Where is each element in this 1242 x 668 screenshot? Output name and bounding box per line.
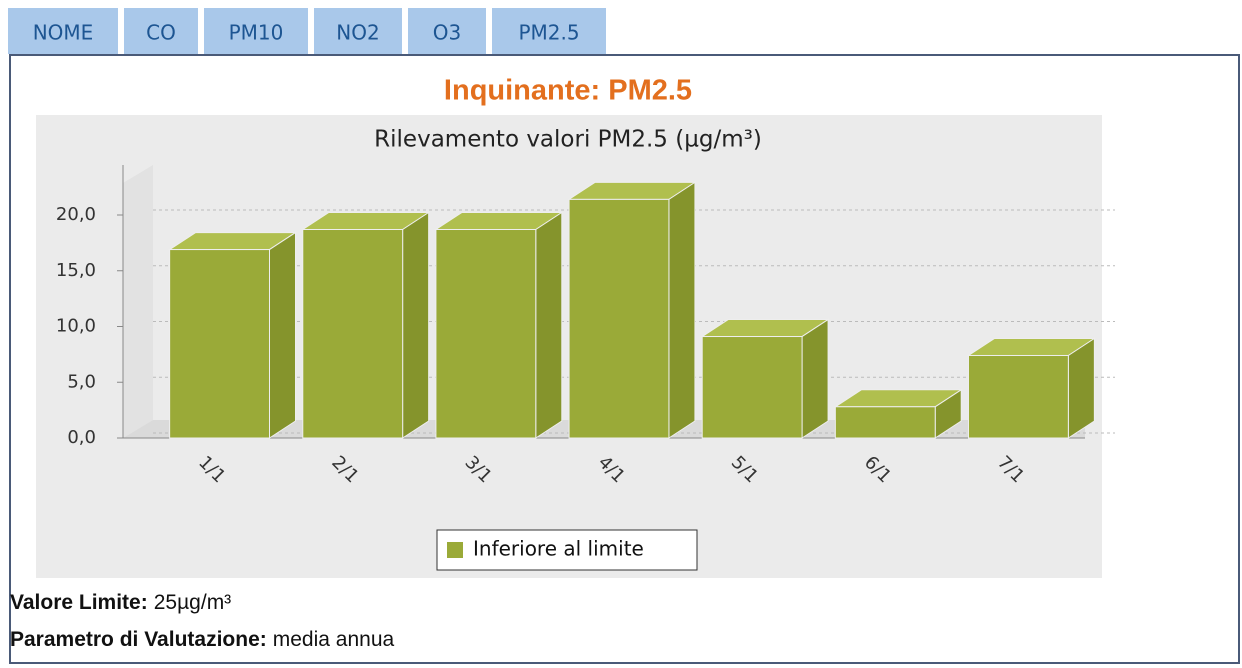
bar-side bbox=[269, 231, 296, 439]
tab-background bbox=[408, 8, 486, 54]
bar-side bbox=[535, 211, 563, 439]
legend-swatch bbox=[447, 542, 463, 558]
tab-label: NO2 bbox=[336, 21, 379, 45]
tab[interactable]: CO bbox=[124, 8, 198, 54]
y-tick-label: 20,0 bbox=[56, 204, 96, 225]
bar bbox=[169, 249, 270, 439]
info-value: 25µg/m³ bbox=[154, 591, 231, 614]
tab-label: CO bbox=[146, 21, 176, 45]
tab[interactable]: NOME bbox=[8, 8, 118, 54]
tab-background bbox=[204, 8, 308, 54]
back-wall-left bbox=[123, 165, 153, 438]
tab[interactable]: PM10 bbox=[204, 8, 308, 54]
bar-side bbox=[801, 318, 829, 439]
info-label: Parametro di Valutazione: bbox=[10, 628, 267, 651]
info-label: Valore Limite: bbox=[10, 591, 148, 614]
chart-title: Rilevamento valori PM2.5 (µg/m³) bbox=[374, 127, 762, 153]
y-tick-label: 10,0 bbox=[56, 316, 96, 337]
tab-label: O3 bbox=[433, 21, 461, 45]
tab-background bbox=[124, 8, 198, 54]
tab-label: NOME bbox=[33, 21, 94, 45]
tab-label: PM2.5 bbox=[518, 21, 579, 45]
y-tick-label: 5,0 bbox=[67, 371, 96, 392]
bar-side bbox=[668, 181, 696, 439]
legend bbox=[436, 529, 698, 571]
info-line: Valore Limite: 25µg/m³ bbox=[10, 591, 231, 614]
tab[interactable]: NO2 bbox=[314, 8, 402, 54]
tab-background bbox=[492, 8, 606, 54]
tab[interactable]: PM2.5 bbox=[492, 8, 606, 54]
bar-side bbox=[402, 211, 430, 439]
bar bbox=[568, 198, 670, 439]
y-tick-label: 15,0 bbox=[56, 260, 96, 281]
bar bbox=[302, 228, 404, 439]
y-tick-label: 0,0 bbox=[67, 427, 96, 448]
heading: Inquinante: PM2.5 bbox=[444, 75, 692, 107]
info-value: media annua bbox=[273, 628, 395, 651]
bar bbox=[834, 406, 936, 439]
tab-label: PM10 bbox=[229, 21, 284, 45]
tab[interactable]: O3 bbox=[408, 8, 486, 54]
bar bbox=[701, 336, 803, 439]
legend-label: Inferiore al limite bbox=[473, 537, 644, 561]
bar bbox=[435, 228, 537, 439]
tab-background bbox=[8, 8, 118, 54]
tab-background bbox=[314, 8, 402, 54]
bar bbox=[968, 354, 1069, 439]
bar-side bbox=[1067, 337, 1095, 439]
info-line: Parametro di Valutazione: media annua bbox=[10, 628, 394, 651]
